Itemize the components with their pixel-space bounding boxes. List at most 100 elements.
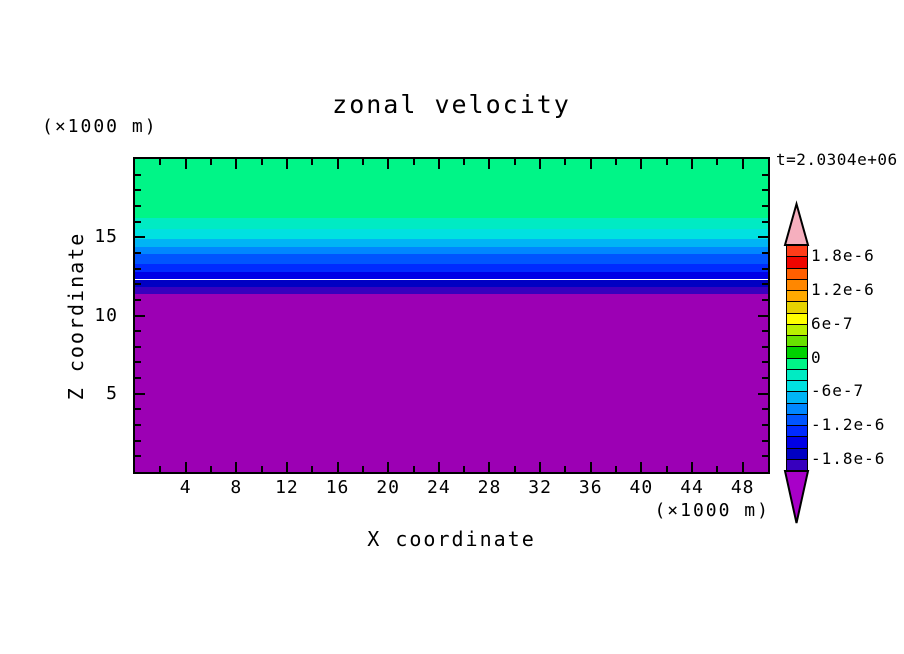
y-tick: [135, 439, 141, 442]
x-tick: [513, 159, 516, 165]
x-tick: [741, 462, 744, 472]
x-tick: [412, 159, 415, 165]
y-tick: [135, 330, 141, 333]
y-tick: [135, 408, 141, 411]
x-tick: [691, 462, 694, 472]
x-tick: [463, 466, 466, 472]
y-axis-units-label: (×1000 m): [42, 116, 158, 137]
x-tick: [235, 159, 238, 169]
y-tick: [135, 345, 141, 348]
colorbar-tick-label: -1.8e-6: [811, 448, 886, 468]
contour-band: [135, 279, 768, 288]
x-axis-title: X coordinate: [367, 527, 536, 551]
y-tick: [135, 189, 141, 192]
y-tick: [135, 173, 141, 176]
x-tick: [311, 159, 314, 165]
x-tick: [615, 466, 618, 472]
contour-band: [135, 293, 768, 472]
x-tick: [716, 466, 719, 472]
x-tick: [741, 159, 744, 169]
x-tick: [589, 462, 592, 472]
plot-title: zonal velocity: [332, 90, 571, 119]
y-tick: [758, 392, 768, 395]
y-tick-label: 15: [94, 226, 118, 248]
x-tick: [285, 462, 288, 472]
x-tick-label: 40: [629, 477, 654, 498]
x-tick: [564, 466, 567, 472]
x-tick: [336, 159, 339, 169]
y-tick: [762, 251, 768, 254]
x-tick-label: 16: [325, 477, 350, 498]
x-tick: [640, 462, 643, 472]
x-tick: [159, 466, 162, 472]
x-tick: [361, 159, 364, 165]
x-tick: [209, 466, 212, 472]
x-tick: [336, 462, 339, 472]
x-tick: [539, 159, 542, 169]
x-tick-label: 12: [275, 477, 299, 498]
colorbar-tick-label: 1.2e-6: [811, 280, 875, 299]
y-tick: [762, 455, 768, 458]
x-tick: [589, 159, 592, 169]
x-tick: [412, 466, 415, 472]
x-tick: [691, 159, 694, 169]
x-tick: [387, 159, 390, 169]
x-tick: [488, 159, 491, 169]
x-tick: [665, 466, 668, 472]
y-tick: [762, 189, 768, 192]
y-tick: [135, 392, 145, 395]
x-tick: [488, 462, 491, 472]
contour-band: [135, 218, 768, 230]
y-tick: [762, 424, 768, 427]
y-tick: [762, 439, 768, 442]
contour-band: [135, 246, 768, 255]
x-tick-label: 36: [578, 477, 603, 498]
colorbar-tick-label: -1.2e-6: [811, 415, 886, 434]
x-tick: [437, 462, 440, 472]
x-tick: [260, 159, 263, 165]
y-tick: [758, 314, 768, 317]
y-tick: [762, 298, 768, 301]
y-tick: [135, 361, 141, 364]
x-tick: [615, 159, 618, 165]
y-tick: [762, 345, 768, 348]
y-tick: [135, 377, 141, 380]
y-tick: [762, 173, 768, 176]
x-axis-units-label: (×1000 m): [654, 500, 770, 521]
x-tick: [539, 462, 542, 472]
y-tick: [135, 220, 141, 223]
x-tick: [437, 159, 440, 169]
y-tick: [135, 283, 141, 286]
contour-band: [135, 287, 768, 294]
x-tick: [235, 462, 238, 472]
x-tick: [665, 159, 668, 165]
x-tick: [159, 159, 162, 165]
y-tick: [135, 267, 141, 270]
plot-frame: [133, 157, 770, 474]
x-tick-label: 20: [376, 477, 401, 498]
colorbar-over-arrow: [783, 200, 810, 246]
x-tick: [463, 159, 466, 165]
y-tick: [135, 251, 141, 254]
x-tick: [311, 466, 314, 472]
contour-band: [135, 271, 768, 280]
colorbar-tick-label: 1.8e-6: [811, 246, 875, 266]
y-tick-label: 10: [94, 304, 118, 326]
x-tick: [209, 159, 212, 165]
y-tick: [762, 408, 768, 411]
contour-band: [135, 254, 768, 264]
x-tick-label: 32: [528, 477, 552, 498]
y-tick: [135, 298, 141, 301]
x-tick-label: 48: [730, 477, 755, 498]
y-tick: [135, 455, 141, 458]
contour-band: [135, 238, 768, 247]
x-tick-label: 28: [477, 477, 502, 498]
y-tick: [762, 330, 768, 333]
x-tick: [361, 466, 364, 472]
y-tick: [135, 236, 145, 239]
y-tick: [135, 314, 145, 317]
y-tick: [135, 204, 141, 207]
x-tick: [564, 159, 567, 165]
y-tick: [762, 220, 768, 223]
